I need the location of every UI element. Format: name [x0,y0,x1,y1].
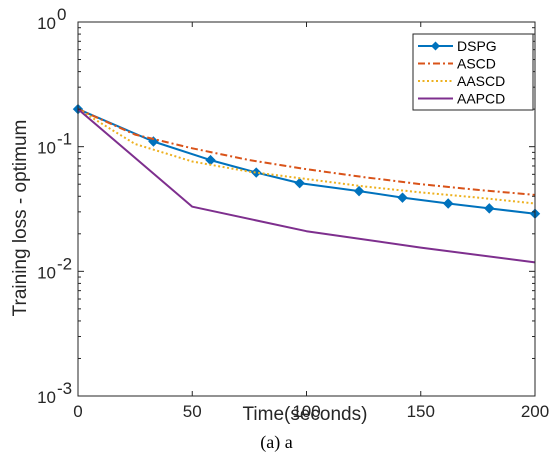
x-axis-title: Time(seconds) [243,404,368,425]
y-tick-label: 10 0 [37,5,66,33]
y-tick-base: 10 [37,388,56,407]
data-point-dspg [251,167,262,178]
legend-label-aapcd: AAPCD [457,91,505,107]
x-tick-label: 100 [292,402,320,421]
y-tick-base: 10 [37,139,56,158]
y-tick-exponent: -3 [57,379,72,398]
data-point-dspg [442,198,454,209]
x-tick-label: 200 [521,402,549,421]
data-point-dspg [397,192,408,203]
legend-label-dspg: DSPG [457,38,497,54]
legend-label-ascd: ASCD [457,56,496,72]
y-tick-exponent: -1 [57,130,72,149]
legend-label-aascd: AASCD [457,73,505,89]
x-tick-label: 150 [407,402,435,421]
axes [77,21,536,397]
x-tick-label: 0 [73,402,82,421]
data-point-dspg [484,203,495,214]
series-line-dspg [77,108,536,215]
y-axis-title: Training loss - optimum [10,120,31,317]
series-line-aascd [77,108,536,205]
y-tick-label: 10 -1 [37,130,72,158]
y-tick-exponent: 0 [57,5,66,24]
x-tick-label: 50 [183,402,202,421]
data-point-dspg [294,177,305,189]
y-tick-base: 10 [37,14,56,33]
y-tick-exponent: -2 [57,254,72,273]
series-layer [72,103,541,264]
y-tick-base: 10 [37,263,56,282]
y-tick-label: 10 -3 [37,379,72,407]
figure-caption: (a) a [260,432,293,452]
series-line-aapcd [77,108,536,264]
y-tick-label: 10 -2 [37,254,72,282]
legend-marker-dspg [431,41,440,51]
series-line-ascd [77,108,536,196]
data-point-dspg [353,185,365,197]
